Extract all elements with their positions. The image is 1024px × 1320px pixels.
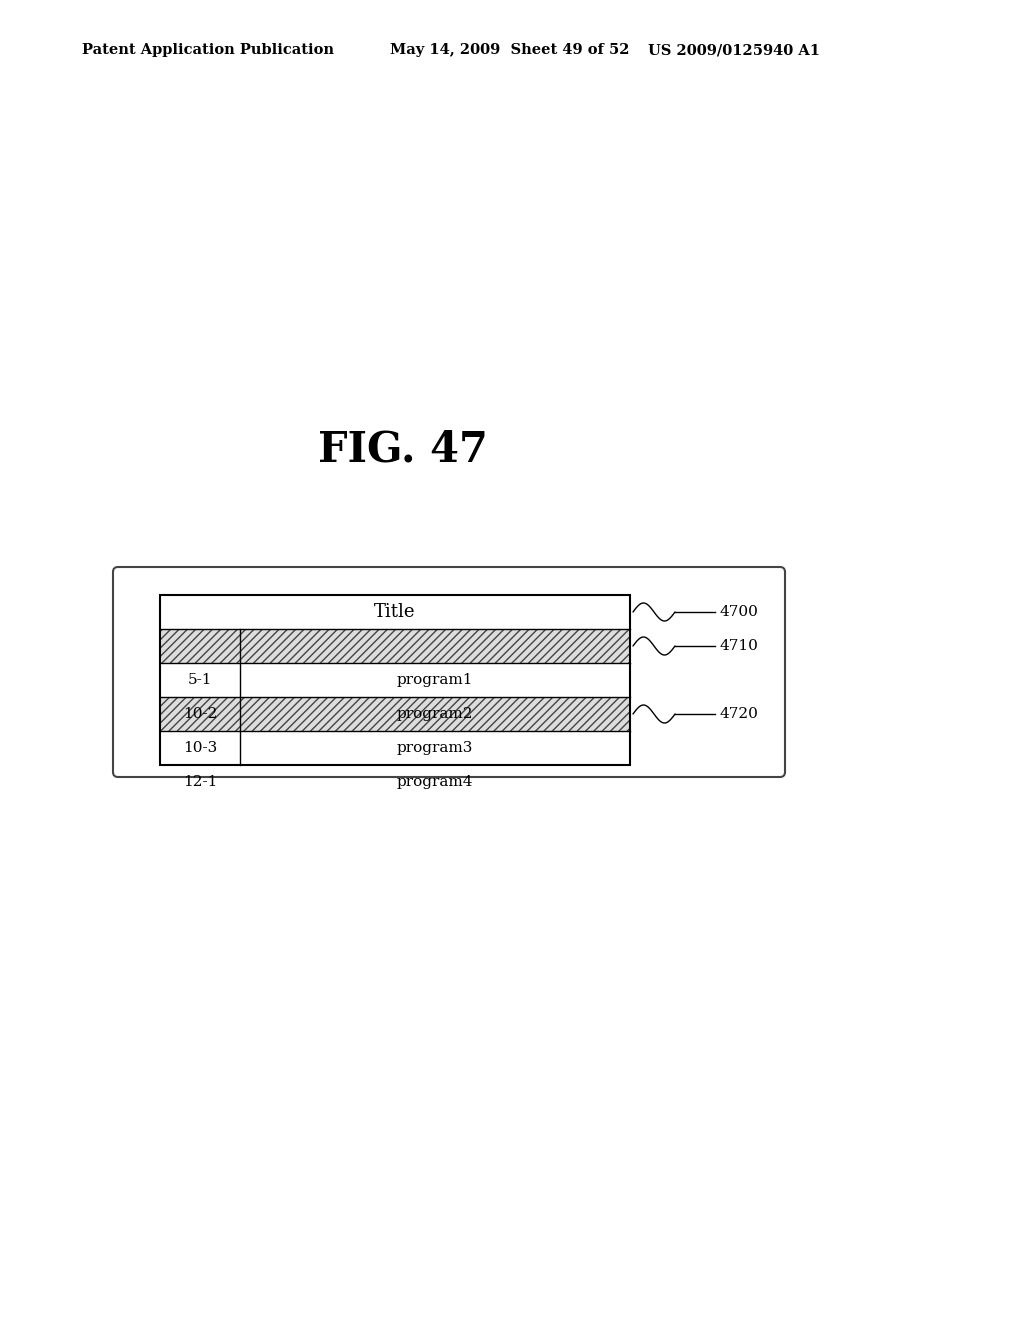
Text: 4710: 4710: [720, 639, 759, 653]
Text: 4720: 4720: [720, 708, 759, 721]
Bar: [160, 595, 630, 766]
Text: program1: program1: [396, 673, 473, 686]
Text: US 2009/0125940 A1: US 2009/0125940 A1: [648, 44, 820, 57]
Bar: [160, 731, 630, 766]
Text: program2: program2: [396, 708, 473, 721]
Text: 4700: 4700: [720, 605, 759, 619]
Text: program4: program4: [396, 775, 473, 789]
Text: 10-3: 10-3: [183, 741, 217, 755]
Text: Title: Title: [374, 603, 416, 620]
Bar: [160, 697, 630, 731]
Text: 5-1: 5-1: [187, 673, 212, 686]
Text: Patent Application Publication: Patent Application Publication: [82, 44, 334, 57]
FancyBboxPatch shape: [113, 568, 785, 777]
Text: program3: program3: [397, 741, 473, 755]
Bar: [160, 630, 630, 663]
Text: 12-1: 12-1: [183, 775, 217, 789]
Bar: [160, 663, 630, 697]
Text: 10-2: 10-2: [183, 708, 217, 721]
Text: May 14, 2009  Sheet 49 of 52: May 14, 2009 Sheet 49 of 52: [390, 44, 630, 57]
Text: FIG. 47: FIG. 47: [318, 429, 487, 471]
